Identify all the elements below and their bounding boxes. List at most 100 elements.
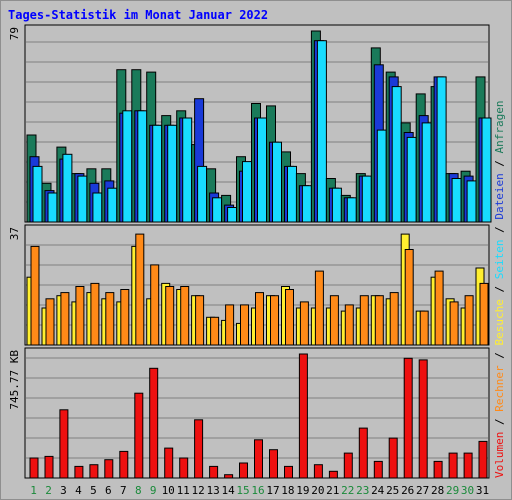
legend-item-dateien: Dateien: [493, 173, 506, 219]
bar-seiten-day-4: [77, 175, 88, 223]
panel-bottom: 745.77 KB: [8, 347, 490, 479]
bar-rechner-day-17: [270, 295, 279, 346]
bar-volumen-day-9: [149, 367, 159, 479]
x-tick-label-day-16: 16: [251, 484, 264, 497]
x-tick-label-day-27: 27: [416, 484, 429, 497]
bar-seiten-day-10: [167, 124, 178, 223]
x-tick-label-day-20: 20: [311, 484, 324, 497]
bar-seiten-day-20: [316, 40, 327, 223]
x-tick-label-day-14: 14: [221, 484, 235, 497]
bar-seiten-day-17: [272, 141, 282, 223]
bar-seiten-day-6: [107, 187, 118, 223]
bar-volumen-day-31: [478, 440, 488, 479]
bar-seiten-day-23: [361, 175, 372, 223]
bar-rechner-day-10: [165, 286, 175, 346]
x-tick-label-day-11: 11: [177, 484, 190, 497]
bar-seiten-day-19: [301, 185, 312, 223]
x-tick-label-day-23: 23: [356, 484, 369, 497]
x-tick-label-day-12: 12: [191, 484, 204, 497]
bar-rechner-day-21: [329, 295, 339, 346]
legend-item-anfragen: Anfragen: [493, 100, 506, 153]
bar-volumen-day-16: [254, 439, 263, 479]
legend-separator: /: [493, 220, 506, 240]
bar-seiten-day-27: [421, 122, 432, 223]
legend-separator: /: [493, 346, 506, 366]
bar-seiten-day-26: [406, 136, 417, 223]
bar-seiten-day-21: [331, 187, 342, 223]
bar-rechner-day-24: [374, 295, 384, 346]
bar-volumen-day-10: [164, 447, 174, 479]
x-tick-label-day-6: 6: [105, 484, 112, 497]
bar-seiten-day-29: [451, 178, 462, 223]
bar-seiten-day-18: [287, 165, 297, 223]
x-tick-label-day-2: 2: [45, 484, 52, 497]
x-tick-label-day-13: 13: [206, 484, 219, 497]
x-tick-label-day-19: 19: [296, 484, 309, 497]
bar-volumen-day-24: [373, 460, 383, 479]
bar-volumen-day-12: [194, 419, 204, 479]
bar-volumen-day-1: [29, 457, 39, 479]
bar-volumen-day-20: [313, 464, 323, 479]
x-tick-label-day-18: 18: [281, 484, 294, 497]
bar-volumen-day-15: [239, 462, 248, 479]
bar-rechner-day-6: [105, 292, 115, 346]
bar-volumen-day-29: [448, 452, 458, 479]
bar-seiten-day-5: [92, 192, 103, 223]
bar-seiten-day-22: [346, 197, 357, 223]
bar-seiten-day-31: [481, 117, 492, 223]
bar-volumen-day-19: [298, 353, 308, 479]
bar-seiten-day-8: [137, 110, 148, 223]
max-value-label: 745.77 KB: [8, 350, 21, 410]
bar-volumen-day-11: [179, 457, 189, 479]
x-tick-label-day-9: 9: [150, 484, 157, 497]
bar-rechner-day-18: [285, 289, 294, 346]
bar-seiten-day-7: [122, 110, 133, 223]
x-tick-label-day-25: 25: [386, 484, 399, 497]
bar-seiten-day-28: [436, 76, 447, 223]
x-tick-label-day-1: 1: [30, 484, 37, 497]
bar-rechner-day-29: [449, 301, 459, 346]
bar-volumen-day-21: [328, 470, 338, 479]
bar-rechner-day-5: [90, 282, 100, 346]
x-tick-label-day-28: 28: [431, 484, 444, 497]
bar-rechner-day-28: [434, 270, 444, 346]
bar-rechner-day-7: [120, 289, 130, 346]
bar-rechner-day-25: [389, 292, 399, 346]
bar-rechner-day-12: [195, 295, 205, 346]
legend-separator: /: [493, 153, 506, 173]
x-tick-label-day-31: 31: [476, 484, 489, 497]
bar-seiten-day-16: [257, 117, 267, 223]
bar-seiten-day-3: [62, 153, 73, 223]
bar-volumen-day-27: [418, 359, 428, 479]
bar-volumen-day-3: [59, 409, 69, 479]
x-tick-label-day-7: 7: [120, 484, 127, 497]
x-tick-label-day-15: 15: [236, 484, 249, 497]
x-tick-label-day-10: 10: [162, 484, 175, 497]
bar-seiten-day-25: [391, 86, 402, 223]
bar-rechner-day-30: [464, 295, 474, 346]
bar-rechner-day-8: [135, 233, 145, 346]
x-tick-label-day-22: 22: [341, 484, 354, 497]
bar-volumen-day-14: [224, 474, 234, 479]
legend-item-besuche: Besuche: [493, 299, 506, 345]
x-tick-label-day-21: 21: [326, 484, 339, 497]
bar-seiten-day-1: [32, 165, 43, 223]
bar-volumen-day-25: [388, 437, 398, 479]
x-tick-label-day-5: 5: [90, 484, 97, 497]
bar-rechner-day-22: [344, 304, 354, 346]
bar-seiten-day-11: [182, 117, 193, 223]
legend-item-seiten: Seiten: [493, 240, 506, 280]
bar-seiten-day-24: [376, 129, 387, 223]
bar-rechner-day-13: [210, 316, 220, 346]
bar-rechner-day-14: [225, 304, 235, 346]
x-tick-label-day-29: 29: [446, 484, 459, 497]
bar-rechner-day-9: [150, 264, 160, 346]
bar-volumen-day-4: [74, 465, 84, 479]
bar-volumen-day-18: [284, 465, 293, 479]
max-value-label: 79: [8, 27, 21, 40]
bar-volumen-day-6: [104, 459, 114, 479]
bar-rechner-day-16: [255, 292, 264, 346]
bar-volumen-day-26: [403, 357, 413, 479]
bar-rechner-day-26: [404, 249, 414, 346]
